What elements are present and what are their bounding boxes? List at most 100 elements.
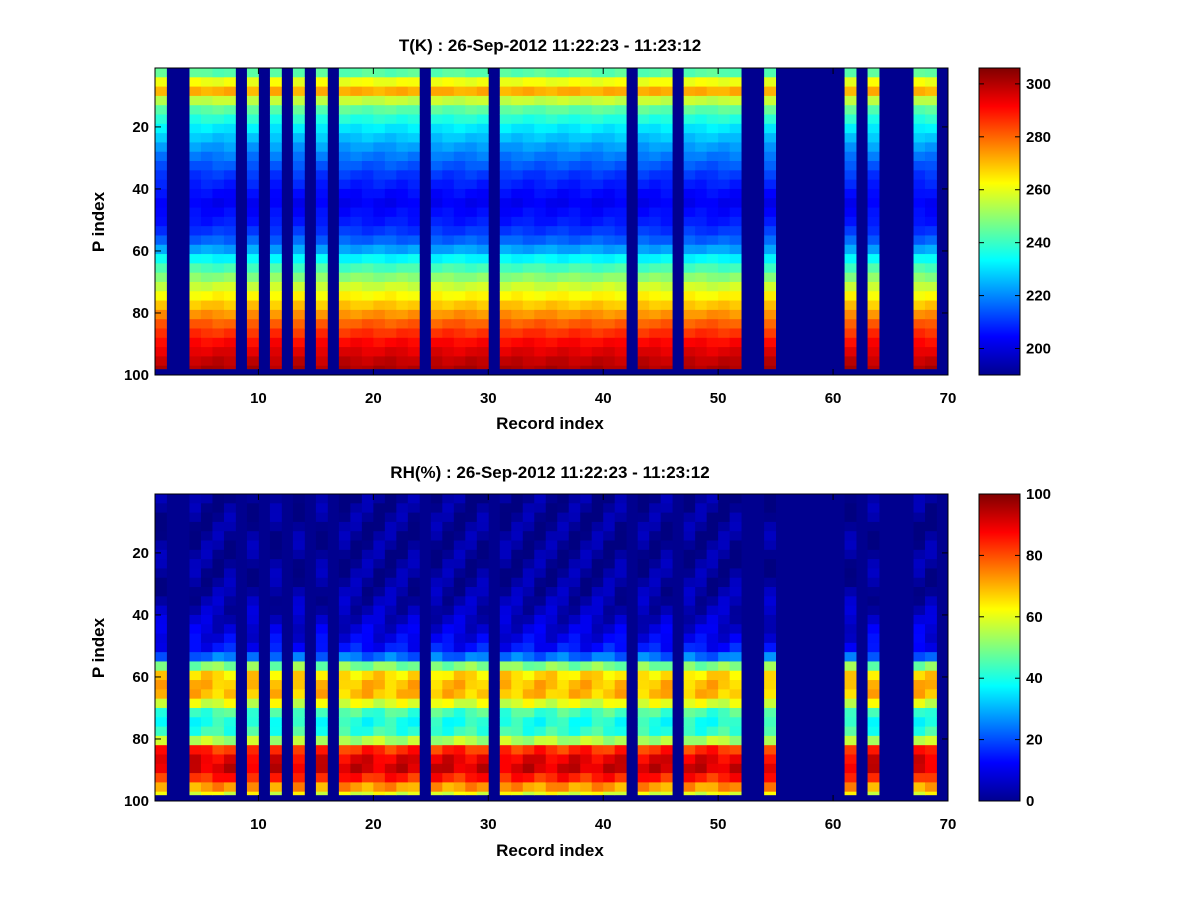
heatmap-cell — [867, 281, 880, 292]
heatmap-cell — [545, 365, 558, 370]
heatmap-cell — [695, 356, 708, 367]
heatmap-cell — [568, 531, 581, 541]
heatmap-cell — [373, 309, 386, 320]
heatmap-cell — [534, 596, 547, 607]
heatmap-cell — [212, 216, 225, 227]
heatmap-cell — [476, 763, 489, 774]
heatmap-cell — [453, 559, 466, 569]
heatmap-cell — [292, 521, 305, 532]
heatmap-cell — [396, 763, 409, 774]
heatmap-cell — [155, 151, 167, 162]
heatmap-cell — [580, 521, 593, 532]
heatmap-cell — [350, 745, 363, 755]
heatmap-cell — [603, 300, 616, 311]
heatmap-cell — [338, 207, 351, 218]
heatmap-cell — [568, 207, 581, 218]
heatmap-cell — [361, 624, 374, 634]
heatmap-cell — [683, 77, 696, 87]
heatmap-cell — [534, 707, 547, 718]
heatmap-cell — [718, 105, 731, 115]
heatmap-cell — [292, 512, 305, 523]
heatmap-cell — [683, 512, 696, 523]
heatmap-cell — [844, 642, 857, 653]
heatmap-cell — [361, 151, 374, 162]
heatmap-cell — [534, 263, 547, 274]
heatmap-cell — [338, 745, 351, 755]
heatmap-cell — [465, 254, 478, 264]
heatmap-cell — [764, 773, 777, 783]
heatmap-cell — [913, 170, 926, 181]
heatmap-cell — [269, 179, 282, 190]
heatmap-cell — [476, 596, 489, 607]
heatmap-cell — [212, 559, 225, 569]
heatmap-cell — [660, 161, 673, 171]
heatmap-cell — [913, 707, 926, 718]
heatmap-cell — [396, 123, 409, 134]
heatmap-cell — [568, 559, 581, 569]
heatmap-cell — [844, 661, 857, 672]
heatmap-cell — [430, 652, 443, 662]
heatmap-cell — [729, 188, 742, 199]
heatmap-cell — [649, 281, 662, 292]
heatmap-cell — [511, 587, 524, 597]
heatmap-cell — [660, 614, 673, 625]
heatmap-cell — [557, 707, 570, 718]
heatmap-cell — [764, 309, 777, 320]
heatmap-cell — [453, 95, 466, 106]
heatmap-cell — [925, 198, 937, 208]
heatmap-cell — [350, 633, 363, 644]
heatmap-cell — [453, 689, 466, 700]
heatmap-cell — [189, 494, 202, 504]
heatmap-cell — [718, 624, 731, 634]
heatmap-cell — [396, 281, 409, 292]
heatmap-cell — [706, 188, 719, 199]
heatmap-cell — [465, 77, 478, 87]
heatmap-cell — [718, 652, 731, 662]
heatmap-cell — [925, 68, 937, 78]
heatmap-cell — [200, 272, 213, 283]
heatmap-cell — [499, 337, 512, 348]
heatmap-cell — [706, 670, 719, 681]
heatmap-cell — [522, 337, 535, 348]
heatmap-cell — [534, 745, 547, 755]
heatmap-cell — [246, 577, 259, 588]
heatmap-cell — [384, 680, 397, 690]
heatmap-cell — [292, 549, 305, 560]
heatmap-cell — [269, 745, 282, 755]
heatmap-cell — [212, 652, 225, 662]
heatmap-cell — [155, 689, 167, 700]
heatmap-cell — [396, 549, 409, 560]
heatmap-cell — [499, 300, 512, 311]
heatmap-cell — [522, 263, 535, 274]
heatmap-cell — [350, 503, 363, 513]
heatmap-cell — [315, 540, 328, 551]
heatmap-cell — [660, 337, 673, 348]
heatmap-cell — [764, 587, 777, 597]
heatmap-cell — [522, 151, 535, 162]
heatmap-cell — [925, 161, 937, 171]
heatmap-cell — [614, 133, 627, 143]
heatmap-cell — [764, 503, 777, 513]
heatmap-cell — [465, 494, 478, 504]
heatmap-cell — [155, 605, 167, 616]
heatmap-cell — [292, 726, 305, 737]
heatmap-cell — [580, 161, 593, 171]
heatmap-cell — [384, 568, 397, 579]
heatmap-cell — [223, 356, 236, 367]
heatmap-cell — [465, 754, 478, 765]
heatmap-cell — [580, 365, 593, 370]
heatmap-cell — [189, 207, 202, 218]
heatmap-cell — [407, 114, 420, 125]
heatmap-cell — [545, 272, 558, 283]
heatmap-cell — [764, 791, 777, 796]
heatmap-cell — [925, 86, 937, 97]
heatmap-cell — [718, 661, 731, 672]
heatmap-cell — [465, 170, 478, 181]
heatmap-cell — [706, 549, 719, 560]
heatmap-cell — [407, 726, 420, 737]
heatmap-cell — [200, 114, 213, 125]
heatmap-cell — [269, 726, 282, 737]
heatmap-cell — [361, 549, 374, 560]
heatmap-cell — [499, 614, 512, 625]
